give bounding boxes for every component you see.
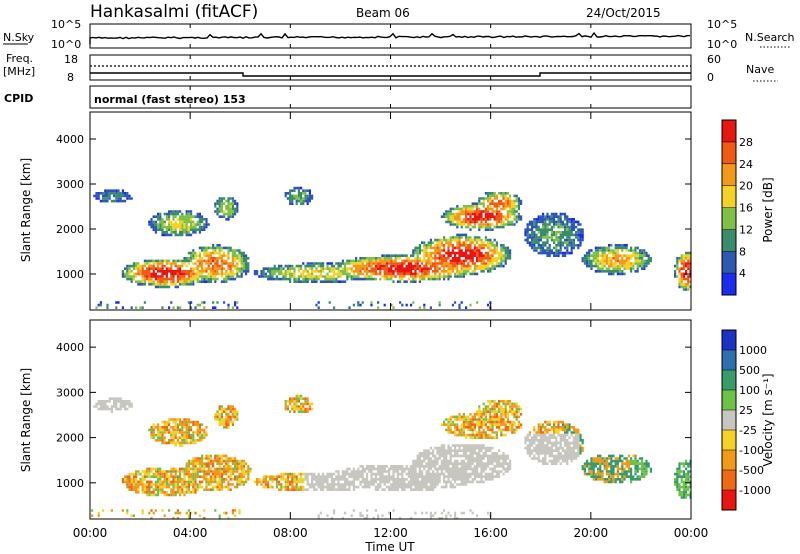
power-colorbar: 4 8 12 16 20 24 28 — [721, 119, 753, 296]
power-data-layer — [93, 186, 692, 309]
xtick-label: 04:00 — [173, 526, 208, 540]
power-yticks: 1000 2000 3000 4000 — [56, 133, 691, 281]
colorbar-segment — [722, 273, 736, 296]
data-cells — [91, 394, 692, 520]
colorbar-tick-label: 100 — [739, 384, 760, 397]
ytick-label: 1000 — [56, 477, 84, 490]
freq-tick-top: 18 — [64, 53, 78, 66]
nave-tick-top: 60 — [707, 53, 721, 66]
velocity-colorbar: 1000 500 100 25 -25 -100 -500 -1000 — [721, 329, 771, 511]
noise-left-tick-bottom: 10^0 — [51, 38, 81, 51]
beam-title: Beam 06 — [356, 6, 410, 20]
xtick-label: 00:00 — [674, 526, 709, 540]
power-colorbar-label: Power [dB] — [761, 177, 775, 242]
power-ylabel: Slant Range [km] — [19, 158, 33, 262]
velocity-data-layer — [91, 394, 692, 520]
noise-sky-trace — [89, 31, 691, 44]
data-cells — [91, 394, 630, 520]
colorbar-segment — [722, 251, 736, 274]
frequency-trace — [90, 72, 691, 77]
nave-tick-bottom: 0 — [707, 71, 714, 84]
data-cells — [137, 197, 692, 283]
colorbar-segment — [722, 410, 736, 431]
colorbar-tick-label: 25 — [739, 404, 753, 417]
data-cells — [121, 397, 637, 520]
data-cells — [95, 186, 646, 309]
freq-label-line1: Freq. — [6, 52, 33, 65]
ytick-label: 1000 — [56, 268, 84, 281]
colorbar-tick-label: -100 — [739, 444, 764, 457]
station-title: Hankasalmi (fitACF) — [90, 2, 258, 22]
colorbar-tick-label: 1000 — [739, 344, 767, 357]
colorbar-tick-label: 500 — [739, 364, 760, 377]
noise-right-label: N.Search — [745, 31, 795, 44]
xtick-label: 00:00 — [73, 526, 108, 540]
x-axis-label: Time UT — [364, 540, 415, 554]
ytick-label: 2000 — [56, 223, 84, 236]
colorbar-tick-label: 28 — [739, 136, 753, 149]
cpid-text: normal (fast stereo) 153 — [94, 93, 246, 106]
velocity-ylabel: Slant Range [km] — [19, 368, 33, 472]
colorbar-tick-label: 4 — [739, 267, 746, 280]
colorbar-tick-label: -1000 — [739, 484, 771, 497]
ytick-label: 3000 — [56, 386, 84, 399]
cpid-label: CPID — [4, 92, 33, 105]
colorbar-segment — [722, 490, 736, 511]
ytick-label: 4000 — [56, 341, 84, 354]
noise-left-tick-top: 10^5 — [51, 18, 81, 31]
ytick-label: 4000 — [56, 133, 84, 146]
colorbar-segment — [722, 470, 736, 491]
colorbar-segment — [722, 120, 736, 143]
xtick-label: 20:00 — [574, 526, 609, 540]
nave-label: Nave — [746, 63, 774, 76]
xtick-label: 16:00 — [473, 526, 508, 540]
data-cells — [93, 397, 580, 520]
data-cells — [99, 189, 692, 309]
colorbar-segment — [722, 163, 736, 187]
colorbar-segment — [722, 450, 736, 471]
colorbar-segment — [722, 370, 736, 391]
noise-right-tick-top: 10^5 — [707, 18, 737, 31]
noise-left-label: N.Sky — [3, 31, 35, 44]
data-cells — [95, 192, 690, 309]
x-axis-ticks: 00:00 04:00 08:00 12:00 16:00 20:00 00:00 — [73, 24, 709, 540]
colorbar-segment — [722, 207, 736, 230]
colorbar-tick-label: 24 — [739, 158, 753, 171]
colorbar-tick-label: 8 — [739, 245, 746, 258]
colorbar-segment — [722, 330, 736, 351]
colorbar-tick-label: 16 — [739, 202, 753, 215]
ytick-label: 3000 — [56, 178, 84, 191]
ytick-label: 2000 — [56, 432, 84, 445]
velocity-colorbar-label: Velocity [m s⁻¹] — [761, 373, 775, 466]
noise-right-tick-bottom: 10^0 — [707, 38, 737, 51]
freq-tick-bottom: 8 — [67, 71, 74, 84]
data-cells — [135, 194, 692, 286]
colorbar-segment — [722, 430, 736, 451]
xtick-label: 12:00 — [373, 526, 408, 540]
velocity-yticks: 1000 2000 3000 4000 — [56, 341, 691, 490]
colorbar-segment — [722, 141, 736, 165]
colorbar-tick-label: 20 — [739, 180, 753, 193]
data-cells — [146, 210, 692, 281]
freq-label-line2: [MHz] — [3, 65, 35, 78]
colorbar-segment — [722, 350, 736, 371]
colorbar-tick-label: 12 — [739, 223, 753, 236]
colorbar-tick-label: -500 — [739, 464, 764, 477]
date-title: 24/Oct/2015 — [586, 6, 661, 20]
colorbar-segment — [722, 390, 736, 411]
data-cells — [561, 423, 692, 499]
colorbar-segment — [722, 229, 736, 252]
data-cells — [93, 186, 688, 309]
xtick-label: 08:00 — [273, 526, 308, 540]
colorbar-frame — [721, 329, 737, 511]
colorbar-tick-label: -25 — [739, 424, 757, 437]
colorbar-segment — [722, 185, 736, 208]
